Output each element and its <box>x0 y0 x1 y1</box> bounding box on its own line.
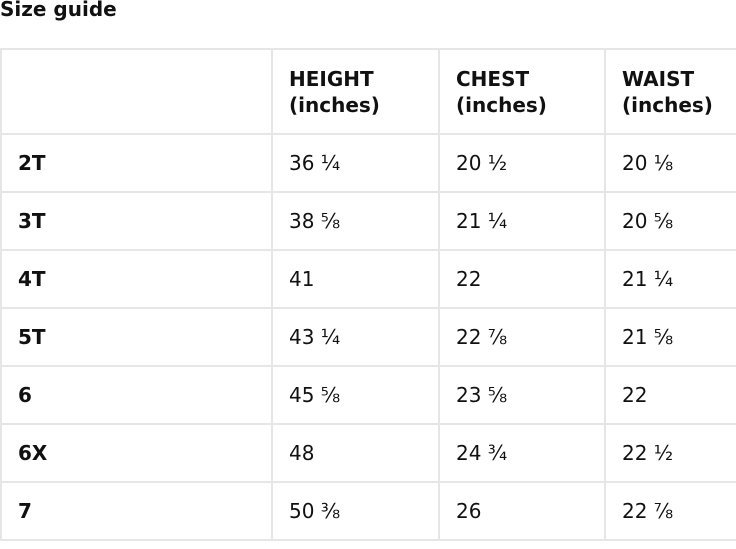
cell-chest: 21 ¼ <box>438 191 606 251</box>
header-label: WAIST <box>622 66 695 91</box>
cell-chest: 24 ¾ <box>438 423 606 483</box>
header-chest: CHEST (inches) <box>438 48 606 135</box>
table-row: 4T 41 22 21 ¼ <box>0 249 736 309</box>
header-height: HEIGHT (inches) <box>271 48 440 135</box>
cell-waist: 21 ¼ <box>604 249 736 309</box>
size-guide-table: HEIGHT (inches) CHEST (inches) WAIST (inche… <box>0 48 736 541</box>
cell-height: 41 <box>271 249 440 309</box>
cell-height: 38 ⅝ <box>271 191 440 251</box>
cell-waist: 20 ⅝ <box>604 191 736 251</box>
cell-size: 4T <box>0 249 273 309</box>
cell-height: 43 ¼ <box>271 307 440 367</box>
cell-waist: 21 ⅝ <box>604 307 736 367</box>
table-row: 3T 38 ⅝ 21 ¼ 20 ⅝ <box>0 191 736 251</box>
cell-size: 6 <box>0 365 273 425</box>
cell-size: 3T <box>0 191 273 251</box>
cell-chest: 20 ½ <box>438 133 606 193</box>
header-waist: WAIST (inches) <box>604 48 736 135</box>
header-unit: (inches) <box>289 92 380 117</box>
header-size <box>0 48 273 135</box>
cell-size: 5T <box>0 307 273 367</box>
table-row: 6 45 ⅝ 23 ⅝ 22 <box>0 365 736 425</box>
header-unit: (inches) <box>622 92 713 117</box>
page-title: Size guide <box>0 0 117 21</box>
cell-waist: 22 ⅞ <box>604 481 736 541</box>
table-row: 2T 36 ¼ 20 ½ 20 ⅛ <box>0 133 736 193</box>
cell-height: 50 ⅜ <box>271 481 440 541</box>
header-unit: (inches) <box>456 92 547 117</box>
cell-chest: 22 ⅞ <box>438 307 606 367</box>
table-row: 5T 43 ¼ 22 ⅞ 21 ⅝ <box>0 307 736 367</box>
cell-height: 36 ¼ <box>271 133 440 193</box>
cell-size: 6X <box>0 423 273 483</box>
header-row: HEIGHT (inches) CHEST (inches) WAIST (inche… <box>0 48 736 135</box>
cell-chest: 23 ⅝ <box>438 365 606 425</box>
header-label: CHEST <box>456 66 530 91</box>
cell-height: 48 <box>271 423 440 483</box>
cell-height: 45 ⅝ <box>271 365 440 425</box>
header-label: HEIGHT <box>289 66 374 91</box>
cell-waist: 20 ⅛ <box>604 133 736 193</box>
cell-chest: 26 <box>438 481 606 541</box>
table-row: 7 50 ⅜ 26 22 ⅞ <box>0 481 736 541</box>
cell-chest: 22 <box>438 249 606 309</box>
cell-size: 7 <box>0 481 273 541</box>
cell-waist: 22 ½ <box>604 423 736 483</box>
table-row: 6X 48 24 ¾ 22 ½ <box>0 423 736 483</box>
cell-size: 2T <box>0 133 273 193</box>
cell-waist: 22 <box>604 365 736 425</box>
